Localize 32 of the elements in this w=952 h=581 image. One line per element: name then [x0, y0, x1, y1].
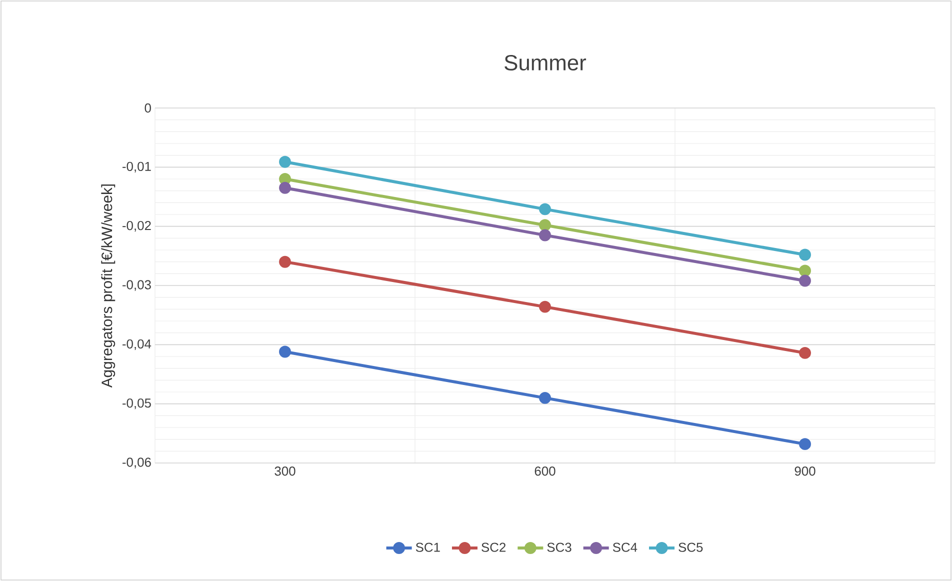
legend-label: SC2 — [482, 542, 506, 552]
y-tick-label: -0,01 — [122, 162, 151, 173]
legend-label: SC5 — [678, 542, 703, 552]
point — [279, 256, 291, 268]
point — [279, 182, 291, 194]
point — [539, 300, 551, 313]
point — [799, 346, 811, 359]
point — [539, 229, 551, 242]
point — [279, 156, 291, 168]
point — [799, 438, 811, 450]
y-tick-label: -0,02 — [122, 220, 151, 232]
y-tick-label: -0,06 — [122, 458, 151, 468]
y-tick-label: -0,05 — [122, 398, 151, 410]
legend-label: SC1 — [416, 542, 440, 552]
point — [279, 346, 291, 358]
chart-title: Summer — [504, 54, 586, 71]
y-tick-label: -0,04 — [122, 339, 152, 350]
point — [799, 264, 811, 277]
x-tick-label: 300 — [274, 466, 296, 476]
y-tick-label: 0 — [144, 103, 151, 113]
legend-label: SC4 — [612, 542, 638, 552]
point — [279, 173, 291, 185]
legend-label: SC3 — [547, 542, 572, 552]
point — [799, 248, 811, 261]
y-tick-label: -0,03 — [122, 280, 151, 291]
x-tick-label: 600 — [534, 466, 556, 476]
point — [539, 219, 551, 232]
point — [539, 203, 551, 216]
point — [539, 392, 551, 404]
x-tick-label: 900 — [794, 466, 816, 476]
point — [799, 274, 811, 287]
y-axis-title: Aggregators profit [€/kW/week] — [101, 184, 116, 388]
